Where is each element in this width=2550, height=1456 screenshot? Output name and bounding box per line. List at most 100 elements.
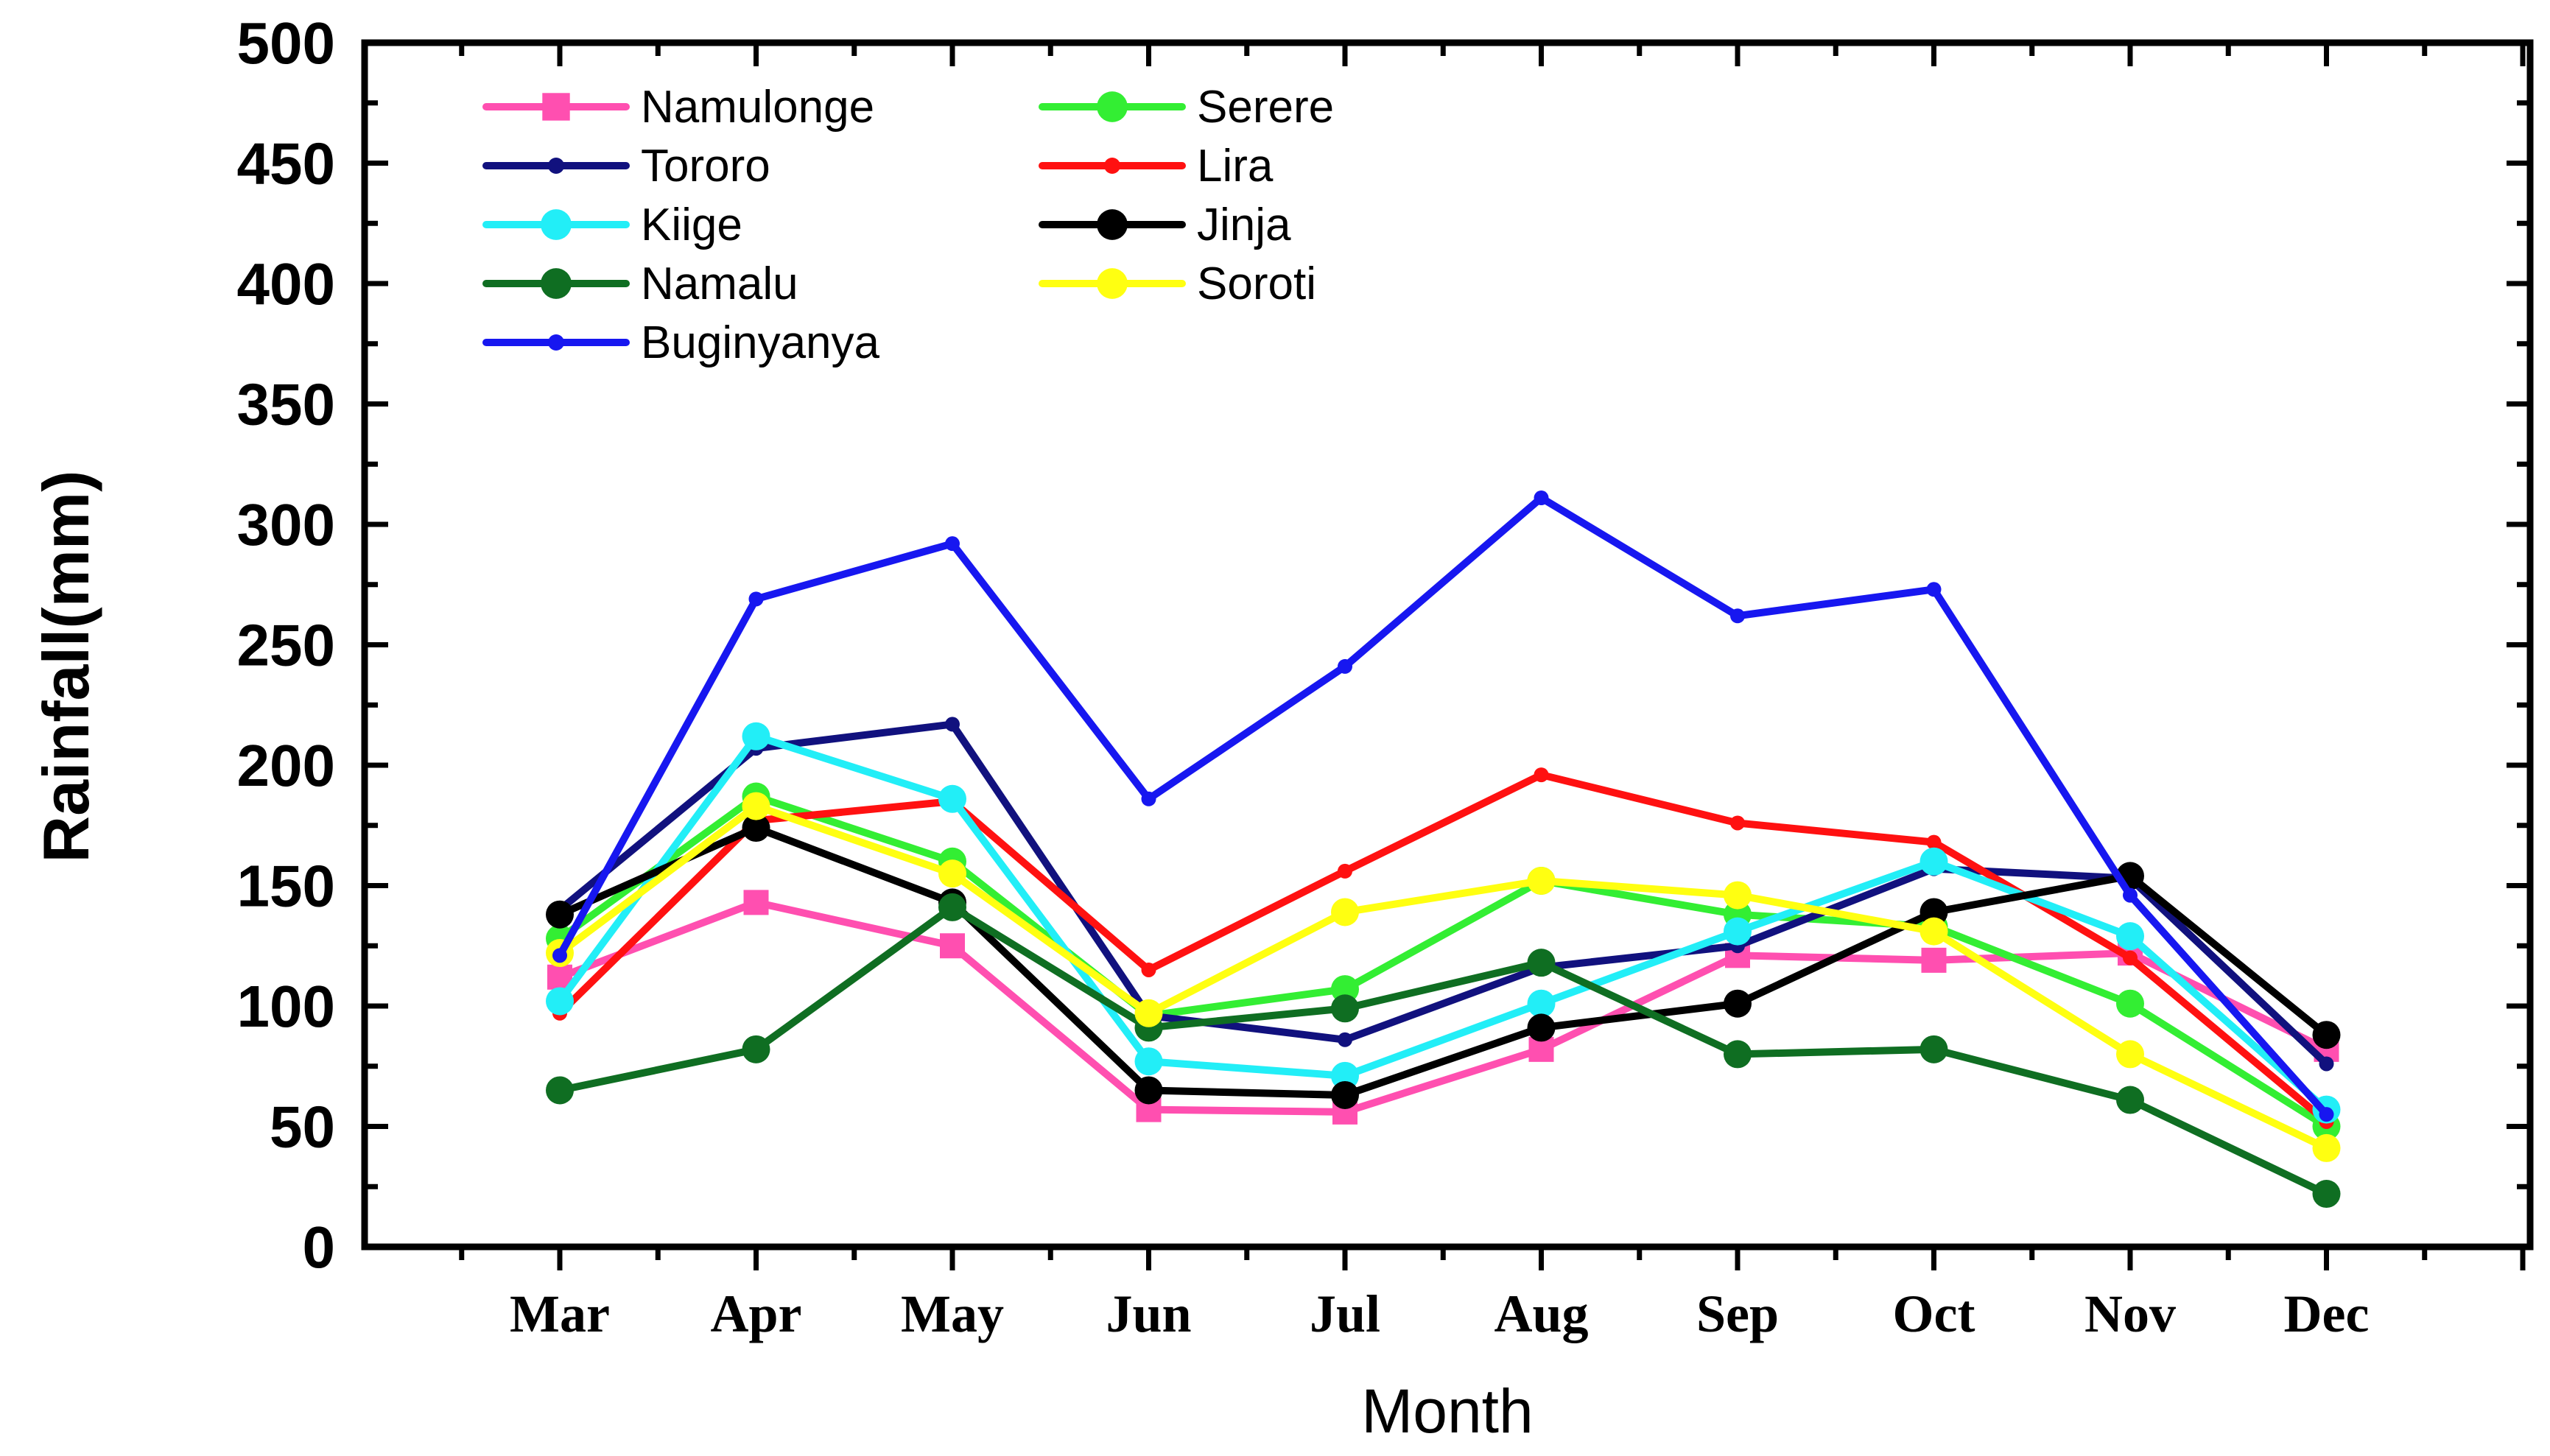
marker-namulonge (940, 933, 965, 959)
marker-buginyanya (748, 591, 764, 607)
legend-item-namulonge: Namulonge (482, 82, 874, 133)
series-namalu (546, 893, 2341, 1209)
legend-item-serere: Serere (1039, 82, 1334, 133)
x-tick-label: Jul (1310, 1284, 1380, 1343)
series-line-serere (556, 792, 2331, 1130)
marker-kiige (1527, 989, 1556, 1018)
marker-tororo (2319, 1056, 2334, 1072)
marker-namulonge (542, 93, 570, 121)
legend-item-tororo: Tororo (482, 141, 770, 191)
marker-kiige (1724, 917, 1752, 946)
marker-soroti (2312, 1133, 2341, 1162)
legend-item-buginyanya: Buginyanya (482, 317, 880, 368)
legend-label: Serere (1197, 82, 1334, 133)
y-tick-label: 250 (237, 613, 335, 678)
marker-buginyanya (548, 334, 564, 351)
x-tick-label: Jun (1106, 1284, 1191, 1343)
marker-serere (1331, 975, 1359, 1004)
legend: Namulonge Serere Tororo Lira Kiige Jinja Namal… (482, 82, 1334, 368)
marker-jinja (1919, 898, 1948, 926)
marker-tororo (548, 158, 564, 174)
legend-label: Tororo (641, 141, 770, 191)
series-soroti (546, 792, 2341, 1162)
y-tick-label: 100 (237, 974, 335, 1039)
x-tick-label: Dec (2284, 1284, 2370, 1343)
marker-tororo (945, 717, 960, 732)
marker-lira (1534, 767, 1549, 783)
marker-namalu (1527, 949, 1556, 977)
legend-item-lira: Lira (1039, 141, 1274, 191)
series-lines (546, 490, 2341, 1209)
marker-kiige (938, 784, 966, 813)
marker-namalu (2312, 1180, 2341, 1209)
y-tick-label: 50 (270, 1094, 335, 1160)
x-tick-label: Nov (2084, 1284, 2176, 1343)
marker-kiige (742, 722, 770, 750)
y-tick-label: 400 (237, 251, 335, 317)
marker-buginyanya (1730, 608, 1745, 624)
marker-serere (1097, 91, 1128, 122)
marker-lira (1338, 863, 1352, 879)
x-tick-labels: Mar Apr May Jun Jul Aug Sep Oct Nov Dec (510, 1284, 2369, 1343)
marker-namalu (541, 268, 572, 299)
marker-jinja (1134, 1076, 1163, 1105)
marker-buginyanya (552, 948, 567, 963)
marker-namalu (546, 1076, 574, 1105)
marker-kiige (546, 987, 574, 1016)
marker-namalu (1331, 994, 1359, 1023)
axis-ticks (365, 40, 2530, 1270)
marker-soroti (1724, 881, 1752, 910)
marker-buginyanya (1141, 791, 1156, 806)
x-tick-label: Sep (1696, 1284, 1779, 1343)
series-buginyanya (552, 490, 2334, 1122)
marker-lira (1104, 158, 1120, 174)
marker-jinja (1527, 1013, 1556, 1042)
marker-lira (1926, 834, 1942, 850)
y-tick-label: 200 (237, 733, 335, 798)
y-tick-label: 0 (303, 1214, 336, 1280)
legend-label: Namulonge (641, 82, 874, 133)
marker-jinja (1724, 989, 1752, 1018)
marker-tororo (1338, 1032, 1352, 1047)
series-line-namalu (556, 903, 2331, 1198)
marker-lira (1730, 815, 1745, 831)
marker-lira (1141, 962, 1156, 977)
marker-namulonge (743, 890, 769, 915)
series-line-soroti (556, 802, 2331, 1152)
marker-kiige (1331, 1061, 1359, 1090)
marker-namalu (742, 1035, 770, 1063)
y-tick-label: 350 (237, 372, 335, 437)
legend-label: Kiige (641, 200, 742, 250)
marker-kiige (1919, 847, 1948, 876)
marker-lira (2123, 950, 2138, 966)
series-line-buginyanya (556, 494, 2331, 1119)
legend-item-kiige: Kiige (482, 200, 742, 250)
marker-buginyanya (1534, 490, 1549, 506)
y-tick-label: 450 (237, 131, 335, 197)
marker-soroti (1331, 898, 1359, 926)
series-line-tororo (556, 720, 2331, 1068)
marker-buginyanya (1338, 658, 1352, 674)
legend-item-jinja: Jinja (1039, 200, 1291, 250)
marker-buginyanya (2319, 1107, 2334, 1122)
marker-jinja (1097, 209, 1128, 240)
y-tick-label: 150 (237, 854, 335, 919)
series-lira (552, 767, 2334, 1129)
legend-label: Namalu (641, 259, 798, 309)
marker-namalu (938, 893, 966, 921)
marker-namulonge (1921, 947, 1947, 973)
series-line-kiige (556, 732, 2331, 1114)
x-axis-label: Month (1361, 1376, 1533, 1446)
x-tick-label: Apr (711, 1284, 802, 1343)
marker-namalu (1724, 1040, 1752, 1069)
marker-jinja (1331, 1080, 1359, 1109)
legend-label: Soroti (1197, 259, 1316, 309)
marker-namalu (2116, 1086, 2144, 1114)
marker-soroti (742, 792, 770, 820)
legend-label: Buginyanya (641, 317, 880, 368)
marker-jinja (546, 900, 574, 929)
marker-soroti (2116, 1040, 2144, 1069)
marker-jinja (2312, 1021, 2341, 1049)
marker-soroti (938, 859, 966, 888)
marker-buginyanya (1926, 582, 1942, 597)
